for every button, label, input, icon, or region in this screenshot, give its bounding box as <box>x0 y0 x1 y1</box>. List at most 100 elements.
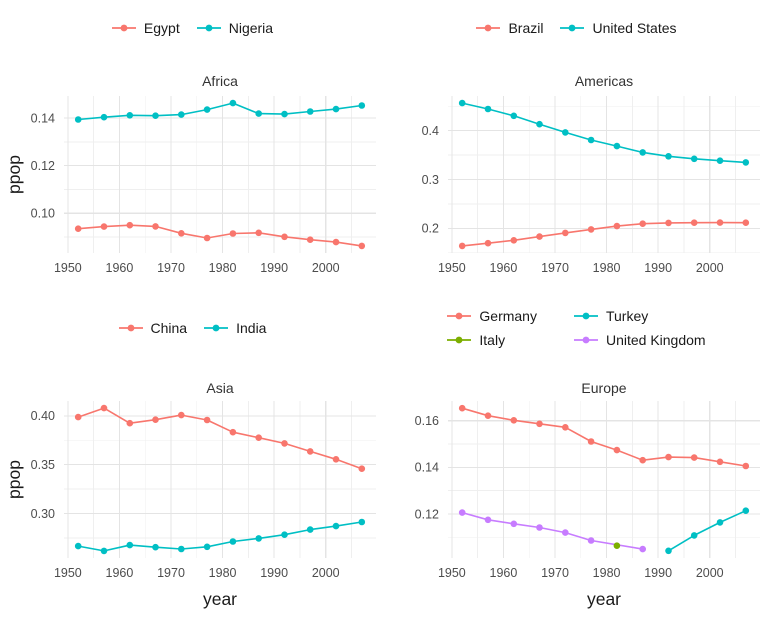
facet-cell-europe: Germany Italy Turkey United Kingdom 1950 196… <box>384 288 768 624</box>
x-tick-label: 2000 <box>312 261 340 275</box>
grid-minor <box>64 96 376 253</box>
panel-title: Europe <box>581 380 626 396</box>
facet-cell-asia: China India 1950 1960 1970 1980 1990 2000 0.30 0… <box>0 288 384 624</box>
series-points-united-states <box>458 99 750 166</box>
x-tick-label: 1970 <box>157 566 185 580</box>
x-tick-label: 2000 <box>312 566 340 580</box>
legend-item-united-states: United States <box>559 20 677 36</box>
series-line-china <box>77 407 363 470</box>
grid-major <box>448 401 760 558</box>
legend-key-icon <box>196 24 221 32</box>
y-tick-label: 0.2 <box>422 222 439 236</box>
y-tick-label: 0.10 <box>31 207 55 221</box>
series-line-egypt <box>77 224 363 247</box>
legend-label: Egypt <box>143 20 180 36</box>
legend-item-united-kingdom: United Kingdom <box>573 332 706 348</box>
legend-label: Nigeria <box>228 20 274 36</box>
chart-asia: 1950 1960 1970 1980 1990 2000 0.30 0.35 0.40 Asia… <box>4 380 376 609</box>
legend-item-egypt: Egypt <box>111 20 180 36</box>
legend-item-turkey: Turkey <box>573 308 648 324</box>
series-points-egypt <box>74 221 366 250</box>
series-points-united-kingdom <box>458 509 646 553</box>
legend-label: Turkey <box>605 308 649 324</box>
legend-key-icon <box>111 24 136 32</box>
x-tick-label: 1960 <box>106 261 134 275</box>
series-points-india <box>74 518 366 555</box>
legend-item-italy: Italy <box>446 332 505 348</box>
panel-title: Asia <box>206 380 233 396</box>
legend-item-china: China <box>118 320 188 336</box>
grid-major <box>448 96 760 253</box>
series-line-nigeria <box>77 102 363 121</box>
y-tick-label: 0.3 <box>422 173 439 187</box>
legend-europe: Germany Italy Turkey United Kingdom <box>384 288 768 368</box>
series-line-germany <box>461 407 747 467</box>
x-tick-label: 1980 <box>593 261 621 275</box>
legend-africa: Egypt Nigeria <box>0 0 384 56</box>
grid-major <box>64 401 376 558</box>
y-axis-title: ppop <box>4 460 24 499</box>
legend-item-brazil: Brazil <box>475 20 543 36</box>
x-tick-label: 1970 <box>157 261 185 275</box>
legend-key-icon <box>118 324 143 332</box>
legend-key-icon <box>573 312 598 320</box>
chart-africa: 1950 1960 1970 1980 1990 2000 0.10 0.12 0.14 Afri… <box>4 73 376 275</box>
series-points-italy <box>613 542 621 549</box>
legend-label: India <box>236 320 267 336</box>
y-tick-label: 0.16 <box>415 414 439 428</box>
y-axis-title: ppop <box>4 155 24 194</box>
x-axis-title: year <box>203 589 237 609</box>
x-tick-label: 1960 <box>490 566 518 580</box>
legend-label: United Kingdom <box>605 332 706 348</box>
y-tick-label: 0.30 <box>31 507 55 521</box>
x-axis-title: year <box>587 589 621 609</box>
facet-cell-africa: Egypt Nigeria 1950 1960 1970 1980 1990 2000 0.1… <box>0 0 384 288</box>
series-points-germany <box>458 404 750 470</box>
legend-key-icon <box>447 336 472 344</box>
x-tick-label: 1980 <box>593 566 621 580</box>
legend-key-icon <box>560 24 585 32</box>
series-line-turkey <box>667 509 747 552</box>
x-tick-label: 2000 <box>696 261 724 275</box>
legend-key-icon <box>573 336 598 344</box>
series-points-nigeria <box>74 99 366 123</box>
series-points-turkey <box>665 507 750 555</box>
facet-cell-americas: Brazil United States 1950 1960 1970 1980 1990… <box>384 0 768 288</box>
x-tick-label: 1980 <box>209 566 237 580</box>
series-line-united-states <box>461 102 747 164</box>
series-points-china <box>74 404 366 472</box>
x-tick-label: 1970 <box>541 566 569 580</box>
legend-label: China <box>150 320 188 336</box>
chart-americas: 1950 1960 1970 1980 1990 2000 0.2 0.3 0.4 America… <box>422 73 760 275</box>
series-line-india <box>77 521 363 552</box>
y-tick-label: 0.14 <box>31 111 55 125</box>
x-tick-label: 1980 <box>209 261 237 275</box>
panel-title: Africa <box>202 73 238 89</box>
y-tick-label: 0.12 <box>31 159 55 173</box>
grid-major <box>64 96 376 253</box>
legend-americas: Brazil United States <box>384 0 768 56</box>
x-tick-label: 1950 <box>438 566 466 580</box>
legend-item-india: India <box>203 320 266 336</box>
x-tick-label: 1990 <box>644 261 672 275</box>
legend-label: United States <box>592 20 677 36</box>
y-tick-label: 0.35 <box>31 458 55 472</box>
y-tick-label: 0.12 <box>415 507 439 521</box>
grid-minor <box>448 401 760 558</box>
legend-asia: China India <box>0 288 384 368</box>
x-tick-label: 1950 <box>54 566 82 580</box>
legend-item-nigeria: Nigeria <box>196 20 273 36</box>
series-line-brazil <box>461 221 747 247</box>
legend-key-icon <box>447 312 472 320</box>
x-tick-label: 1990 <box>644 566 672 580</box>
legend-item-germany: Germany <box>446 308 537 324</box>
y-tick-label: 0.4 <box>422 124 439 138</box>
legend-label: Italy <box>479 332 506 348</box>
series-points-brazil <box>458 219 750 250</box>
x-tick-label: 1960 <box>490 261 518 275</box>
x-tick-label: 1950 <box>54 261 82 275</box>
legend-label: Brazil <box>508 20 544 36</box>
x-tick-label: 1960 <box>106 566 134 580</box>
panel-title: Americas <box>575 73 633 89</box>
